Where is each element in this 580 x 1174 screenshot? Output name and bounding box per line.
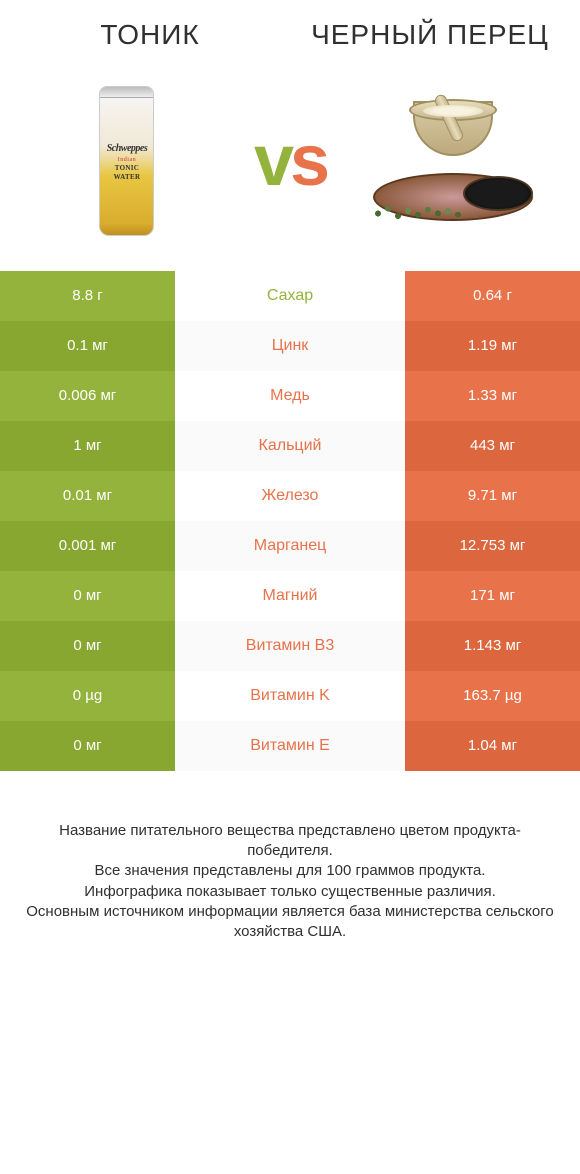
footer-line: Все значения представлены для 100 граммо… <box>25 861 555 881</box>
left-value: 0 µg <box>0 671 175 721</box>
infographic: ТОНИК ЧЕРНЫЙ ПЕРЕЦ Schweppes Indian TONI… <box>0 0 580 1174</box>
header-left: ТОНИК <box>10 20 290 51</box>
right-image <box>336 81 570 241</box>
vs-text: vs <box>254 120 326 202</box>
nutrient-name: Железо <box>175 471 405 521</box>
table-row: 0.1 мгЦинк1.19 мг <box>0 321 580 371</box>
right-value: 9.71 мг <box>405 471 580 521</box>
table-row: 0 мгМагний171 мг <box>0 571 580 621</box>
nutrient-name: Медь <box>175 371 405 421</box>
right-value: 443 мг <box>405 421 580 471</box>
header: ТОНИК ЧЕРНЫЙ ПЕРЕЦ <box>0 0 580 61</box>
product-images-row: Schweppes Indian TONIC WATER vs <box>0 61 580 271</box>
tonic-can-icon: Schweppes Indian TONIC WATER <box>99 86 154 236</box>
table-row: 0 µgВитамин K163.7 µg <box>0 671 580 721</box>
left-value: 0 мг <box>0 721 175 771</box>
right-value: 163.7 µg <box>405 671 580 721</box>
left-image: Schweppes Indian TONIC WATER <box>10 81 244 241</box>
right-value: 1.143 мг <box>405 621 580 671</box>
footer-notes: Название питательного вещества представл… <box>0 771 580 963</box>
table-row: 0.01 мгЖелезо9.71 мг <box>0 471 580 521</box>
left-value: 0.1 мг <box>0 321 175 371</box>
right-value: 1.33 мг <box>405 371 580 421</box>
comparison-table: 8.8 гСахар0.64 г0.1 мгЦинк1.19 мг0.006 м… <box>0 271 580 771</box>
table-row: 0.006 мгМедь1.33 мг <box>0 371 580 421</box>
table-row: 1 мгКальций443 мг <box>0 421 580 471</box>
nutrient-name: Цинк <box>175 321 405 371</box>
nutrient-name: Сахар <box>175 271 405 321</box>
footer-line: Основным источником информации является … <box>25 902 555 943</box>
footer-line: Название питательного вещества представл… <box>25 821 555 862</box>
left-value: 1 мг <box>0 421 175 471</box>
table-row: 0.001 мгМарганец12.753 мг <box>0 521 580 571</box>
left-product-title: ТОНИК <box>100 20 199 51</box>
header-right: ЧЕРНЫЙ ПЕРЕЦ <box>290 20 570 51</box>
nutrient-name: Марганец <box>175 521 405 571</box>
nutrient-name: Кальций <box>175 421 405 471</box>
left-value: 0 мг <box>0 621 175 671</box>
nutrient-name: Витамин B3 <box>175 621 405 671</box>
vs-label: vs <box>244 81 336 241</box>
right-value: 1.19 мг <box>405 321 580 371</box>
left-value: 8.8 г <box>0 271 175 321</box>
right-value: 0.64 г <box>405 271 580 321</box>
can-label: Schweppes Indian TONIC WATER <box>103 143 151 183</box>
nutrient-name: Магний <box>175 571 405 621</box>
footer-line: Инфографика показывает только существенн… <box>25 882 555 902</box>
left-value: 0.006 мг <box>0 371 175 421</box>
right-product-title: ЧЕРНЫЙ ПЕРЕЦ <box>311 20 549 51</box>
nutrient-name: Витамин K <box>175 671 405 721</box>
left-value: 0.001 мг <box>0 521 175 571</box>
right-value: 171 мг <box>405 571 580 621</box>
left-value: 0.01 мг <box>0 471 175 521</box>
table-row: 0 мгВитамин E1.04 мг <box>0 721 580 771</box>
right-value: 1.04 мг <box>405 721 580 771</box>
left-value: 0 мг <box>0 571 175 621</box>
pepper-icon <box>363 86 543 236</box>
nutrient-name: Витамин E <box>175 721 405 771</box>
table-row: 8.8 гСахар0.64 г <box>0 271 580 321</box>
right-value: 12.753 мг <box>405 521 580 571</box>
table-row: 0 мгВитамин B31.143 мг <box>0 621 580 671</box>
